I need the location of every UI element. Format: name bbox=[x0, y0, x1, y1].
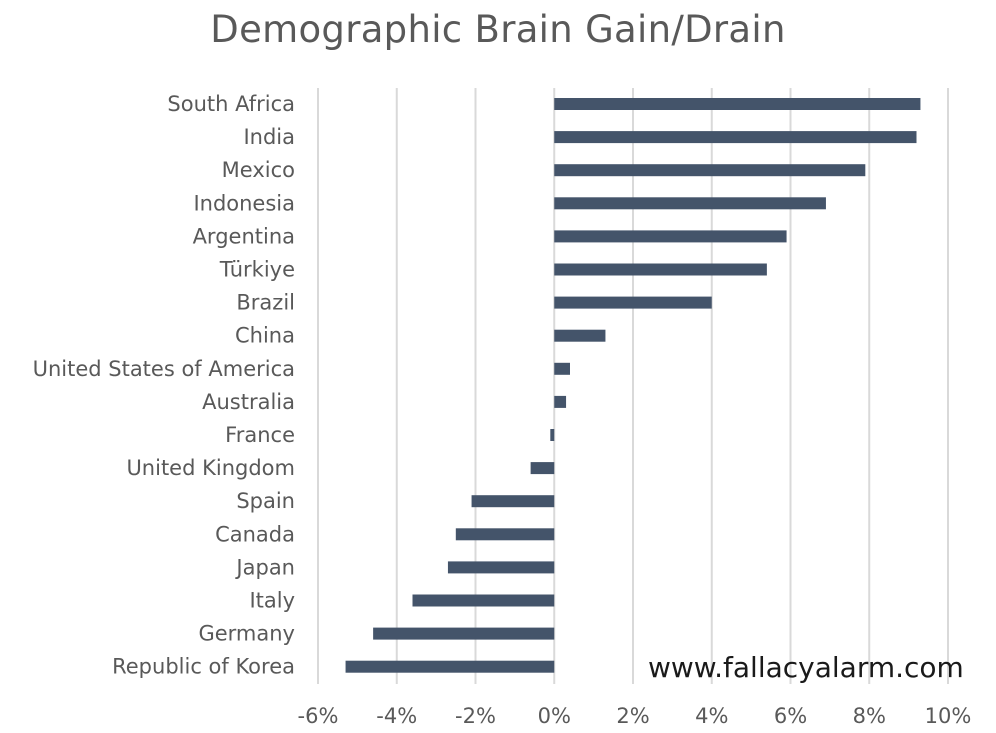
bar bbox=[554, 164, 866, 177]
x-tick-label: -4% bbox=[376, 704, 417, 728]
bar bbox=[554, 131, 917, 144]
chart-title: Demographic Brain Gain/Drain bbox=[210, 8, 786, 51]
x-tick-label: 6% bbox=[774, 704, 807, 728]
bars bbox=[345, 98, 921, 673]
category-label: Türkiye bbox=[219, 258, 295, 282]
bar bbox=[455, 528, 555, 541]
bar bbox=[550, 429, 555, 441]
bar bbox=[471, 495, 555, 508]
x-tick-label: -6% bbox=[298, 704, 339, 728]
category-label: Indonesia bbox=[193, 191, 295, 215]
bar bbox=[554, 329, 606, 342]
category-label: Mexico bbox=[222, 158, 295, 182]
x-tick-label: 4% bbox=[695, 704, 728, 728]
x-tick-label: 2% bbox=[616, 704, 649, 728]
bar bbox=[373, 627, 555, 640]
gridlines bbox=[317, 88, 949, 684]
category-label: India bbox=[243, 125, 295, 149]
bar bbox=[345, 660, 555, 673]
bar bbox=[554, 395, 567, 408]
x-axis-tick-labels: -6% -4% -2% 0% 2% 4% 6% 8% 10% bbox=[298, 704, 972, 728]
bar bbox=[554, 263, 767, 276]
category-label: United States of America bbox=[33, 357, 295, 381]
bar bbox=[554, 362, 570, 375]
bar bbox=[412, 594, 555, 607]
bar bbox=[530, 462, 555, 475]
category-label: Italy bbox=[249, 589, 295, 613]
bar bbox=[554, 296, 712, 309]
x-tick-label: 10% bbox=[925, 704, 972, 728]
x-tick-label: -2% bbox=[455, 704, 496, 728]
category-label: South Africa bbox=[167, 92, 295, 116]
x-tick-label: 8% bbox=[853, 704, 886, 728]
bar bbox=[554, 230, 787, 243]
watermark: www.fallacyalarm.com bbox=[648, 651, 964, 684]
category-label: Argentina bbox=[193, 224, 295, 248]
category-label: Japan bbox=[234, 555, 295, 579]
category-label: Brazil bbox=[236, 291, 295, 315]
bar bbox=[447, 561, 555, 574]
bar bbox=[554, 98, 921, 110]
category-label: Germany bbox=[198, 622, 295, 646]
category-labels: South Africa India Mexico Indonesia Argentin… bbox=[33, 92, 295, 679]
category-label: Canada bbox=[215, 522, 295, 546]
category-label: China bbox=[235, 324, 295, 348]
category-label: United Kingdom bbox=[126, 456, 295, 480]
bar bbox=[554, 197, 826, 210]
x-tick-label: 0% bbox=[538, 704, 571, 728]
category-label: Republic of Korea bbox=[112, 655, 295, 679]
category-label: Spain bbox=[236, 489, 295, 513]
category-label: Australia bbox=[202, 390, 295, 414]
category-label: France bbox=[225, 423, 295, 447]
